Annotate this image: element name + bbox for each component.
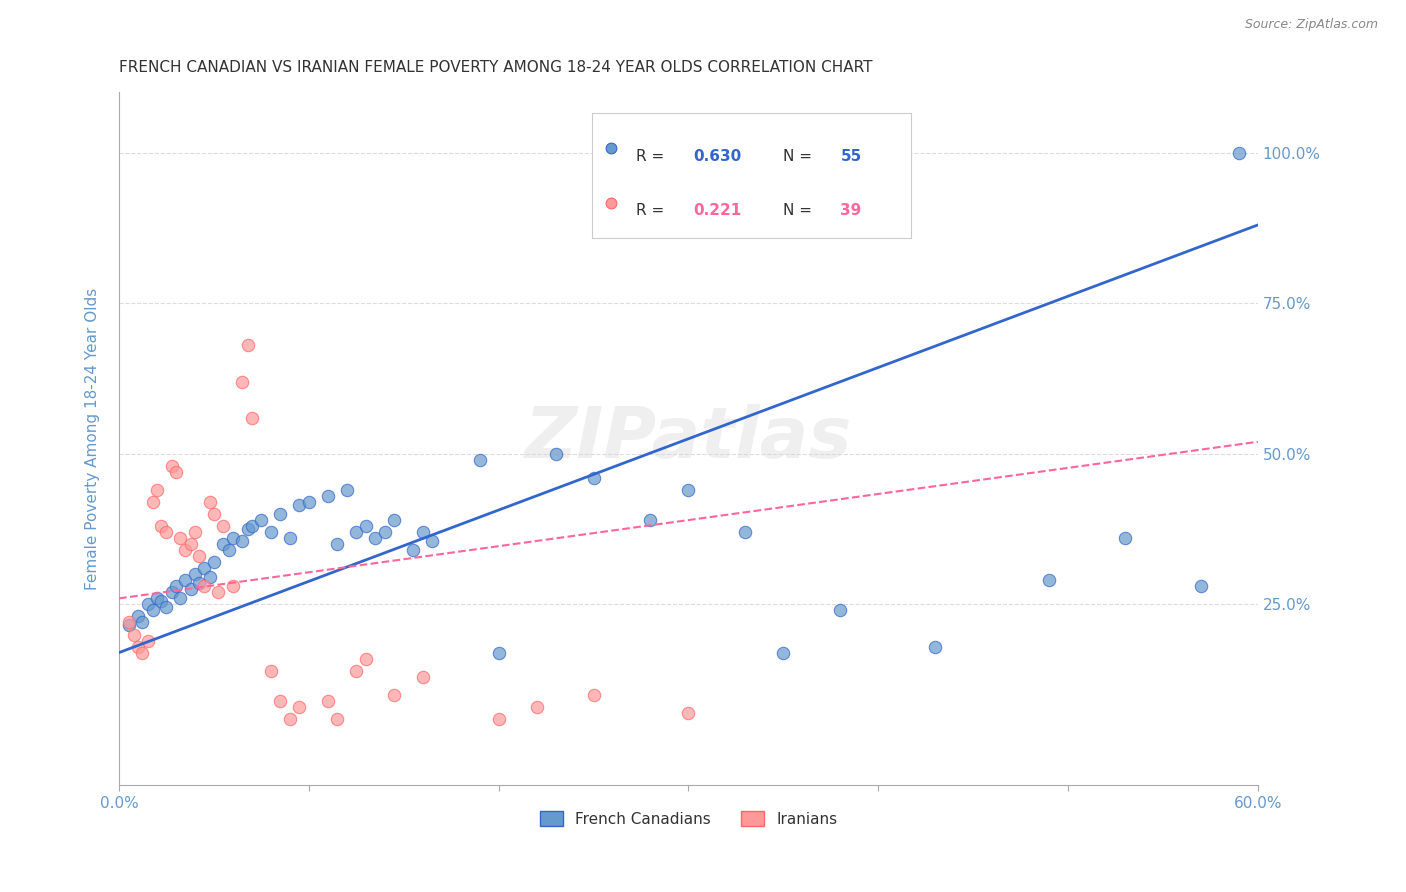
Point — [236, 522, 259, 536]
Point — [149, 594, 172, 608]
Point — [734, 525, 756, 540]
Point — [382, 513, 405, 527]
Text: ZIPatlas: ZIPatlas — [524, 404, 852, 474]
Point — [240, 519, 263, 533]
Point — [278, 712, 301, 726]
Point — [582, 471, 605, 485]
Point — [165, 465, 187, 479]
Point — [136, 633, 159, 648]
Point — [212, 537, 235, 551]
Point — [231, 375, 253, 389]
Point — [174, 574, 197, 588]
Point — [488, 646, 510, 660]
Point — [260, 525, 283, 540]
Point — [169, 531, 191, 545]
Point — [772, 646, 794, 660]
Point — [374, 525, 396, 540]
Point — [142, 495, 165, 509]
Point — [180, 582, 202, 597]
Point — [678, 483, 700, 497]
Point — [122, 627, 145, 641]
Point — [1114, 531, 1136, 545]
Point — [468, 453, 491, 467]
Point — [231, 534, 253, 549]
Point — [202, 555, 225, 569]
Point — [127, 640, 149, 654]
Point — [187, 549, 209, 564]
Point — [526, 699, 548, 714]
Point — [131, 615, 153, 630]
Point — [146, 483, 169, 497]
Point — [298, 495, 321, 509]
Point — [202, 507, 225, 521]
Point — [412, 670, 434, 684]
Point — [1189, 579, 1212, 593]
Point — [155, 525, 177, 540]
Text: Source: ZipAtlas.com: Source: ZipAtlas.com — [1244, 18, 1378, 31]
Point — [326, 712, 349, 726]
Point — [212, 519, 235, 533]
Point — [160, 585, 183, 599]
Point — [149, 519, 172, 533]
Point — [146, 591, 169, 606]
Point — [193, 579, 215, 593]
Text: FRENCH CANADIAN VS IRANIAN FEMALE POVERTY AMONG 18-24 YEAR OLDS CORRELATION CHAR: FRENCH CANADIAN VS IRANIAN FEMALE POVERT… — [120, 60, 873, 75]
Point — [155, 600, 177, 615]
Point — [344, 525, 367, 540]
Point — [382, 688, 405, 702]
Point — [354, 651, 377, 665]
Point — [316, 489, 339, 503]
Point — [236, 338, 259, 352]
Point — [117, 618, 139, 632]
Point — [269, 507, 291, 521]
Point — [193, 561, 215, 575]
Point — [198, 495, 221, 509]
Point — [250, 513, 273, 527]
Point — [269, 694, 291, 708]
Point — [169, 591, 191, 606]
Point — [544, 447, 567, 461]
Point — [127, 609, 149, 624]
Point — [830, 603, 852, 617]
Point — [187, 576, 209, 591]
Point — [316, 694, 339, 708]
Point — [488, 712, 510, 726]
Point — [142, 603, 165, 617]
Point — [326, 537, 349, 551]
Point — [180, 537, 202, 551]
Point — [924, 640, 946, 654]
Point — [640, 513, 662, 527]
Point — [174, 543, 197, 558]
Point — [1227, 145, 1250, 160]
Point — [160, 458, 183, 473]
Point — [222, 531, 245, 545]
Point — [354, 519, 377, 533]
Point — [184, 567, 207, 582]
Point — [336, 483, 359, 497]
Point — [420, 534, 443, 549]
Point — [207, 585, 229, 599]
Legend: French Canadians, Iranians: French Canadians, Iranians — [533, 805, 844, 833]
Point — [1038, 574, 1060, 588]
Point — [218, 543, 240, 558]
Point — [184, 525, 207, 540]
Point — [240, 410, 263, 425]
Point — [402, 543, 425, 558]
Point — [165, 579, 187, 593]
Point — [344, 664, 367, 678]
Point — [117, 615, 139, 630]
Point — [136, 598, 159, 612]
Point — [222, 579, 245, 593]
Point — [582, 688, 605, 702]
Point — [288, 699, 311, 714]
Point — [412, 525, 434, 540]
Point — [364, 531, 387, 545]
Point — [678, 706, 700, 720]
Point — [260, 664, 283, 678]
Y-axis label: Female Poverty Among 18-24 Year Olds: Female Poverty Among 18-24 Year Olds — [86, 287, 100, 590]
Point — [288, 498, 311, 512]
Point — [198, 570, 221, 584]
Point — [131, 646, 153, 660]
Point — [278, 531, 301, 545]
